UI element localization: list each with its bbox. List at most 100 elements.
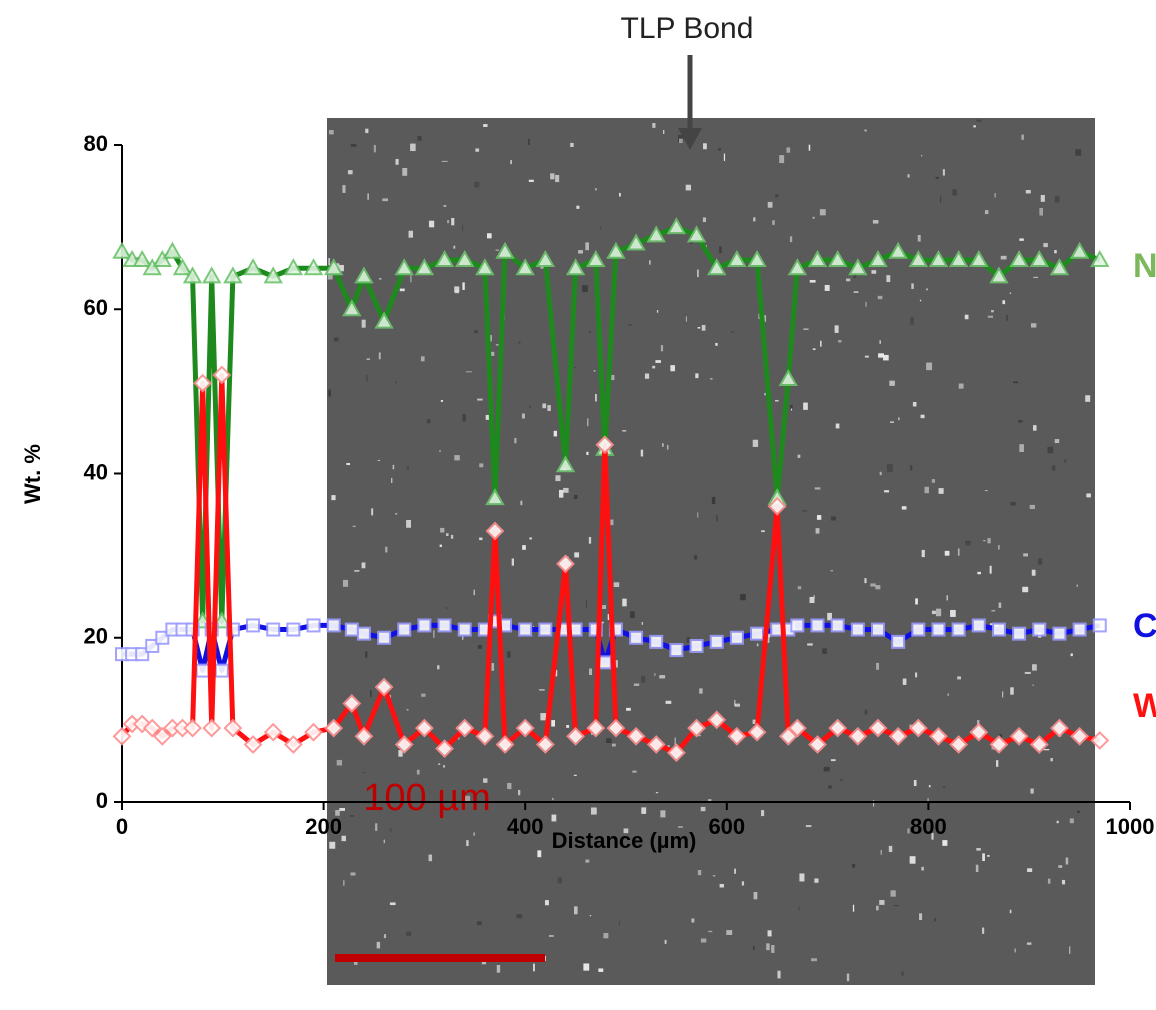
speckle bbox=[1002, 691, 1004, 698]
series-label: N bbox=[1133, 247, 1156, 285]
speckle bbox=[477, 398, 483, 401]
marker bbox=[586, 249, 606, 267]
speckle bbox=[659, 675, 666, 679]
speckle bbox=[734, 868, 737, 874]
speckle bbox=[473, 589, 475, 596]
marker bbox=[969, 249, 989, 267]
marker bbox=[597, 655, 612, 670]
speckle bbox=[652, 123, 656, 128]
marker bbox=[951, 622, 966, 637]
speckle bbox=[957, 676, 962, 680]
speckle bbox=[864, 578, 867, 584]
speckle bbox=[907, 174, 910, 178]
speckle bbox=[712, 875, 716, 877]
speckle bbox=[600, 605, 607, 609]
marker bbox=[1070, 726, 1090, 746]
marker bbox=[709, 634, 724, 649]
speckle bbox=[942, 840, 948, 846]
marker bbox=[397, 622, 412, 637]
speckle bbox=[693, 555, 698, 560]
speckle bbox=[399, 288, 405, 292]
speckle bbox=[998, 545, 1000, 550]
speckle bbox=[573, 494, 578, 499]
speckle bbox=[341, 835, 346, 842]
speckle bbox=[570, 142, 574, 148]
marker bbox=[991, 622, 1006, 637]
marker bbox=[326, 618, 341, 633]
speckle bbox=[660, 810, 666, 818]
marker bbox=[787, 258, 808, 276]
marker bbox=[807, 249, 828, 267]
micrograph bbox=[327, 118, 1095, 985]
marker bbox=[394, 735, 414, 754]
speckle bbox=[495, 249, 500, 251]
marker bbox=[989, 266, 1009, 284]
speckle bbox=[926, 288, 928, 291]
speckle bbox=[595, 393, 597, 402]
speckle bbox=[879, 471, 882, 476]
speckle bbox=[607, 519, 614, 526]
speckle bbox=[935, 176, 939, 179]
marker bbox=[195, 663, 210, 678]
speckle bbox=[353, 961, 358, 965]
speckle bbox=[886, 275, 891, 283]
speckle bbox=[383, 839, 385, 844]
speckle bbox=[622, 430, 627, 432]
speckle bbox=[797, 454, 801, 458]
speckle bbox=[674, 737, 676, 746]
speckle bbox=[975, 864, 979, 872]
speckle bbox=[798, 906, 800, 911]
speckle bbox=[734, 703, 740, 707]
speckle bbox=[812, 348, 816, 350]
speckle bbox=[1031, 569, 1036, 576]
speckle bbox=[723, 153, 726, 161]
speckle bbox=[696, 734, 701, 737]
speckle bbox=[767, 930, 772, 937]
speckle bbox=[599, 226, 602, 230]
speckle bbox=[917, 234, 921, 242]
speckle bbox=[996, 760, 999, 767]
speckle bbox=[830, 759, 836, 762]
speckle bbox=[445, 607, 448, 609]
marker bbox=[454, 249, 475, 267]
speckle bbox=[466, 840, 469, 847]
speckle bbox=[445, 533, 449, 536]
speckle bbox=[428, 220, 435, 228]
speckle bbox=[934, 918, 937, 922]
speckle bbox=[613, 582, 620, 588]
speckle bbox=[1009, 909, 1012, 914]
marker bbox=[538, 622, 553, 637]
speckle bbox=[1025, 189, 1031, 194]
speckle bbox=[392, 464, 395, 470]
marker bbox=[243, 258, 263, 276]
speckle bbox=[417, 135, 422, 141]
marker bbox=[304, 722, 323, 742]
speckle bbox=[789, 404, 793, 410]
marker bbox=[112, 241, 132, 259]
speckle bbox=[719, 884, 724, 888]
speckle bbox=[640, 449, 644, 457]
speckle bbox=[695, 373, 699, 379]
speckle bbox=[655, 791, 659, 794]
marker bbox=[1090, 730, 1110, 750]
speckle bbox=[927, 798, 929, 802]
marker bbox=[485, 488, 505, 506]
speckle bbox=[573, 774, 577, 776]
speckle bbox=[339, 808, 346, 811]
speckle bbox=[522, 545, 526, 550]
speckle bbox=[1014, 948, 1016, 953]
speckle bbox=[984, 210, 989, 215]
speckle bbox=[678, 826, 683, 828]
marker bbox=[949, 735, 969, 754]
speckle bbox=[420, 356, 425, 362]
speckle bbox=[686, 636, 691, 643]
marker bbox=[246, 618, 261, 633]
speckle bbox=[931, 610, 936, 615]
marker bbox=[142, 258, 162, 276]
speckle bbox=[606, 738, 612, 744]
speckle bbox=[383, 934, 387, 939]
marker bbox=[417, 618, 432, 633]
marker bbox=[202, 718, 222, 738]
speckle bbox=[878, 353, 885, 358]
speckle bbox=[329, 841, 336, 849]
